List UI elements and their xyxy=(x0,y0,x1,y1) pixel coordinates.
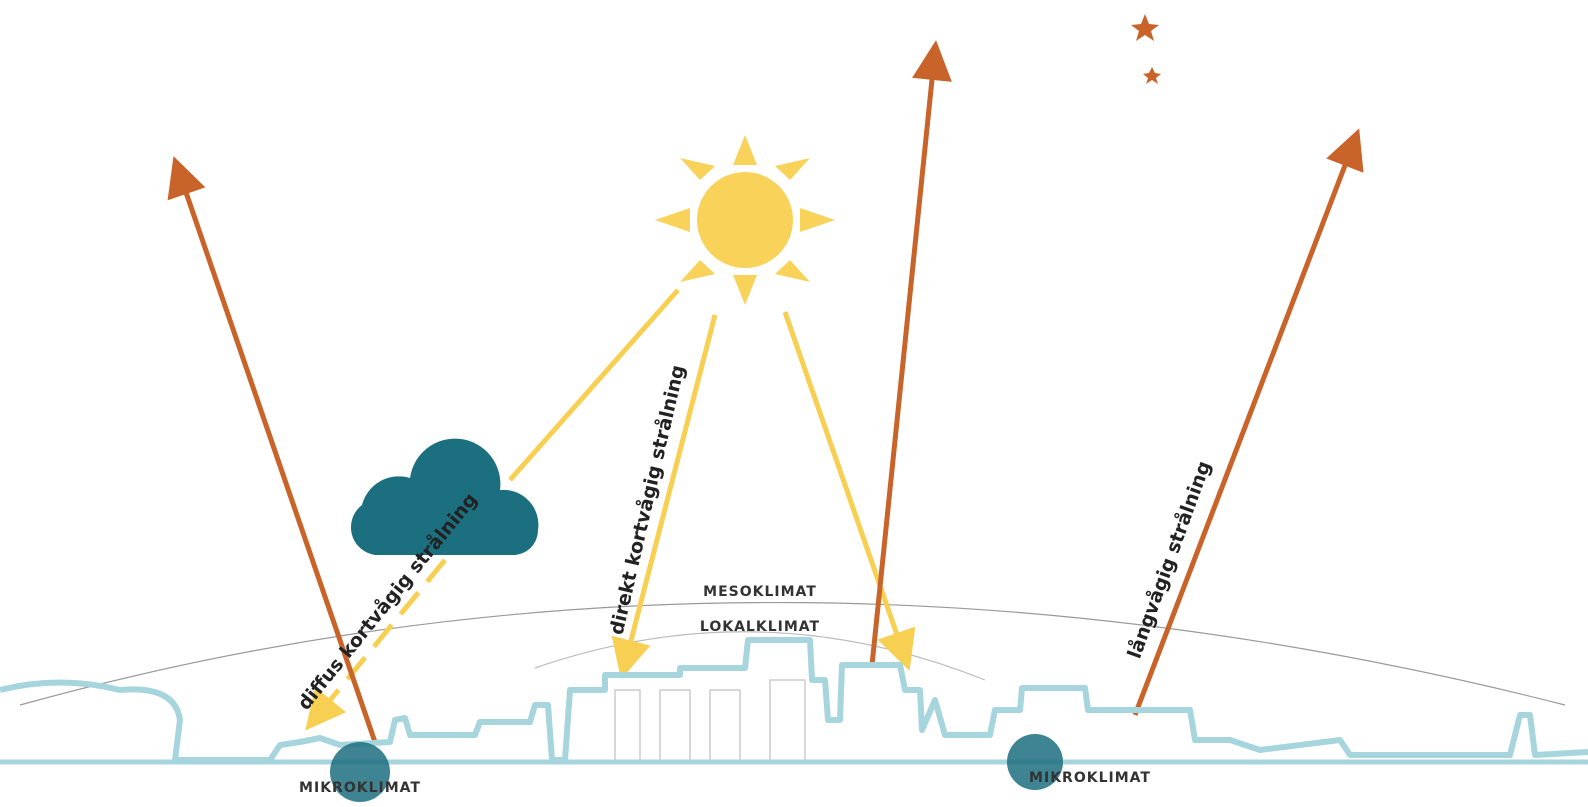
local-arc xyxy=(534,631,986,681)
cloud xyxy=(350,438,539,555)
micro-label: MIKROKLIMAT xyxy=(299,780,421,796)
meso-arc xyxy=(19,601,1566,706)
star xyxy=(1143,67,1161,84)
label-bg xyxy=(685,580,835,602)
sun xyxy=(655,135,835,305)
micro-zone xyxy=(330,742,390,802)
micro-zone xyxy=(1007,734,1063,790)
longwave-arrows xyxy=(167,40,1364,746)
buildings xyxy=(614,679,806,760)
direct-label: direkt kortvågig strålning xyxy=(604,362,690,636)
shortwave-arrows xyxy=(305,288,916,731)
micro-label: MIKROKLIMAT xyxy=(1029,770,1151,786)
moon xyxy=(1050,18,1127,109)
star xyxy=(1131,14,1159,41)
skyline xyxy=(0,637,1588,763)
local-label: LOKALKLIMAT xyxy=(700,619,820,635)
meso-label: MESOKLIMAT xyxy=(703,584,817,600)
